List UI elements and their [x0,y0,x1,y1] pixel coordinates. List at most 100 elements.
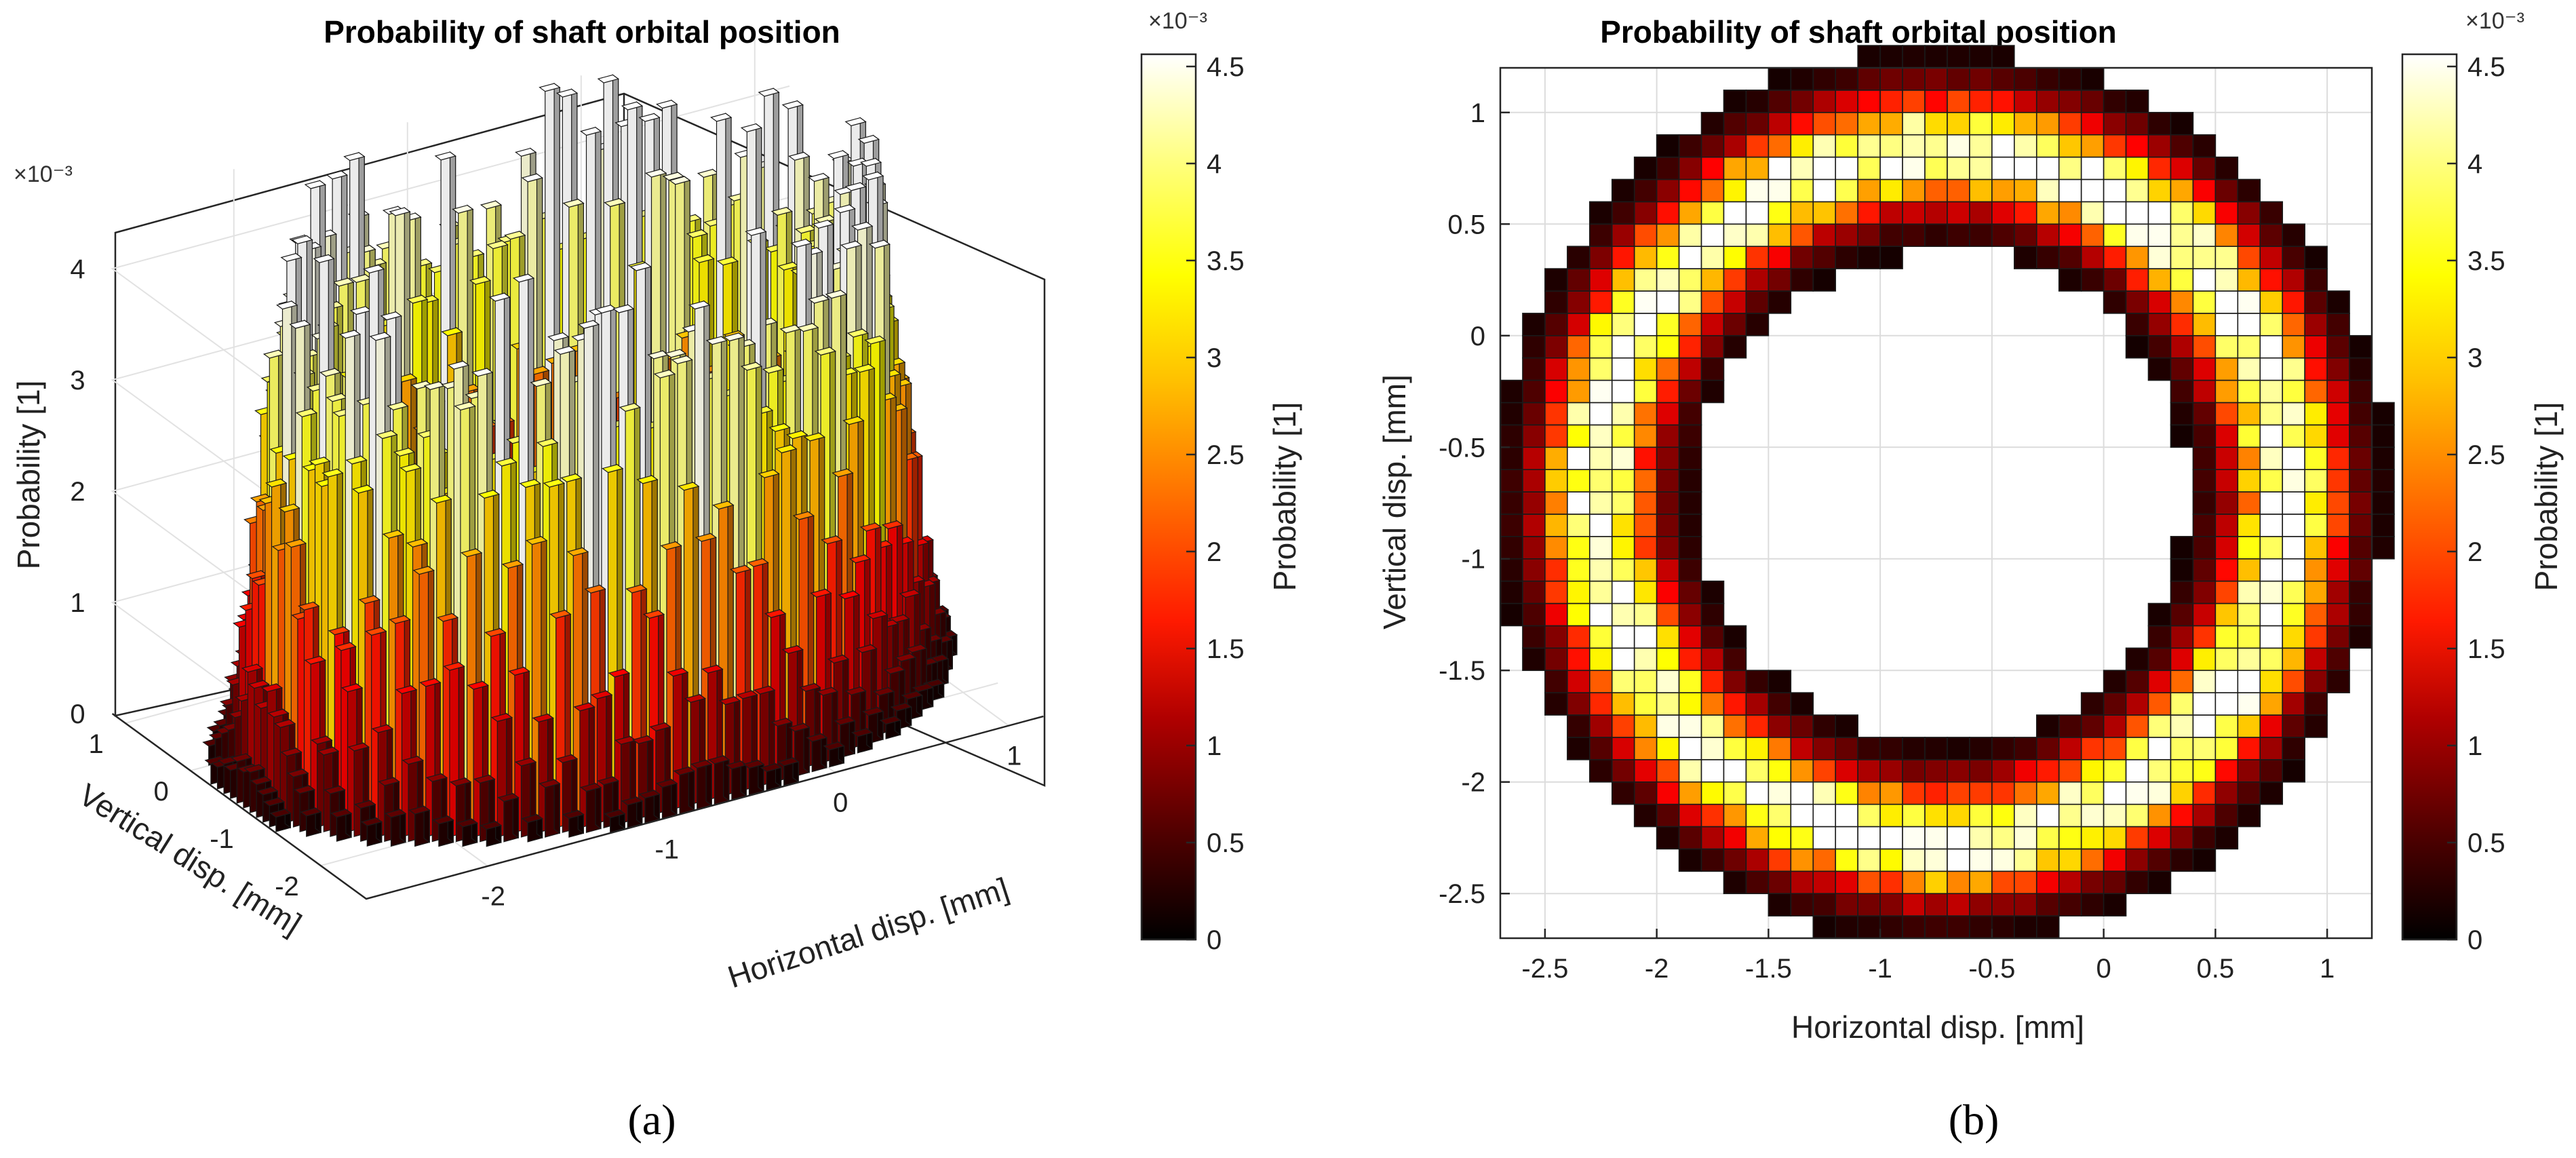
colorbar-tick-label: 2.5 [2467,440,2505,470]
chart-b-cell [1567,580,1591,604]
chart-b-cell [1522,334,1546,359]
chart-b-cell [2259,268,2284,292]
chart-b-title: Probability of shaft orbital position [1600,14,2117,50]
chart-b-cell [1700,737,1725,760]
chart-b-cell [2304,290,2328,314]
chart-b-cell [1768,90,1792,113]
chart-b-cell [1812,737,1837,760]
chart-b-cell [1700,201,1725,225]
chart-b-cell [1879,826,1903,850]
chart-b-cell [1924,111,1948,136]
chart-b-cell [1745,826,1770,850]
chart-b-cell [1790,67,1814,91]
chart-b-cell [2125,670,2149,693]
chart-b-cell [2125,111,2149,136]
chart-b-cell [2035,156,2060,180]
chart-b-cell [1723,737,1747,760]
chart-b-cell [2080,848,2105,872]
chart-b-cell [2170,178,2194,203]
chart-b-cell [2080,90,2105,113]
chart-b-cell [2058,156,2082,180]
chart-b-cell [2326,491,2350,515]
chart-b-cell [1723,714,1747,738]
chart-b-cell [1656,558,1680,582]
chart-b-cell [2058,67,2082,91]
chart-b-cell [1924,848,1948,872]
chart-b-cell [2014,826,2037,850]
chart-b-cell [2035,870,2060,895]
chart-b-cell [2147,826,2172,850]
chart-a-bar [707,755,730,805]
colorbar-tick-label: 3 [2467,343,2482,373]
colorbar-tick-label: 0 [2467,925,2482,955]
chart-b-cell [2214,803,2239,828]
chart-b-cell [1611,602,1635,627]
chart-b-cell [2170,580,2194,604]
chart-b-xtick-label: -1.5 [1745,954,1792,984]
chart-b-cell [1947,759,1970,783]
chart-b-cell [1656,357,1680,381]
chart-b-cell [1656,223,1680,247]
chart-b-cell [1678,625,1702,649]
chart-b-cell [1633,424,1658,448]
chart-b-cell [1567,536,1591,560]
chart-b-cell [2192,737,2217,760]
chart-b-xtick-label: 1 [2320,954,2335,984]
chart-b-cell [1947,178,1970,203]
chart-b-ytick-label: 0 [1470,322,1485,351]
chart-b-cell [2170,379,2194,404]
chart-b-cell [1678,737,1702,760]
chart-b-cell [2058,134,2082,158]
chart-b-cell [2103,90,2127,113]
chart-b-cell [1567,402,1591,426]
chart-b-cell [1567,602,1591,627]
chart-b-colorbar: ×10⁻³ 0 0.5 1 1.5 2 2.5 3 3.5 4 4.5 Probability [… [2401,8,2564,955]
chart-b-cell [1611,357,1635,381]
chart-b-cell [2214,536,2239,560]
chart-b-cell [1678,290,1702,314]
chart-b-cell [1969,781,1993,805]
chart-b-cell [1723,625,1747,649]
chart-b-cell [1857,67,1881,91]
chart-b-cell [1588,424,1613,448]
chart-b-cell [2304,357,2328,381]
chart-b-cell [1567,334,1591,359]
chart-b-cell [1790,848,1814,872]
chart-a-xticks: -2 -1 0 1 [481,741,1021,912]
chart-a-ytick-label: -1 [210,824,234,854]
chart-b-cell [2170,558,2194,582]
chart-b-cell [1656,803,1680,828]
chart-a-bar [456,818,478,847]
chart-b-cell [2304,268,2328,292]
chart-b-cell [2259,580,2284,604]
chart-b-cell [2147,290,2172,314]
chart-b-cell [1588,759,1613,783]
chart-b-cell [2326,424,2350,448]
chart-b-cell [1588,201,1613,225]
chart-b-cell [2014,848,2037,872]
chart-b-cell [1857,759,1881,783]
chart-b-cell [2326,402,2350,426]
chart-b-cell [2237,201,2261,225]
chart-b-cell [2147,781,2172,805]
chart-b-cell [1879,848,1903,872]
chart-b-cell [2103,826,2127,850]
chart-b-cell [1723,759,1747,783]
chart-b-cell [2125,781,2149,805]
chart-b-cell [1633,625,1658,649]
chart-b-cell [1835,893,1858,916]
chart-b-cell [2282,759,2305,783]
chart-b-cell [2147,692,2172,716]
chart-b-cell [1656,290,1680,314]
chart-b-cell [1656,826,1680,850]
chart-b-cell [1678,424,1702,448]
colorbar-tick-label: 4 [2467,149,2482,179]
chart-b-cell [1857,826,1881,850]
chart-b-cell [1522,379,1546,404]
chart-b-cell [1678,334,1702,359]
chart-b-cell [2125,90,2149,113]
chart-b-cell [2371,536,2395,560]
chart-b-cell [1790,737,1814,760]
chart-b-cell [2147,223,2172,247]
chart-b-cell [1678,536,1702,560]
